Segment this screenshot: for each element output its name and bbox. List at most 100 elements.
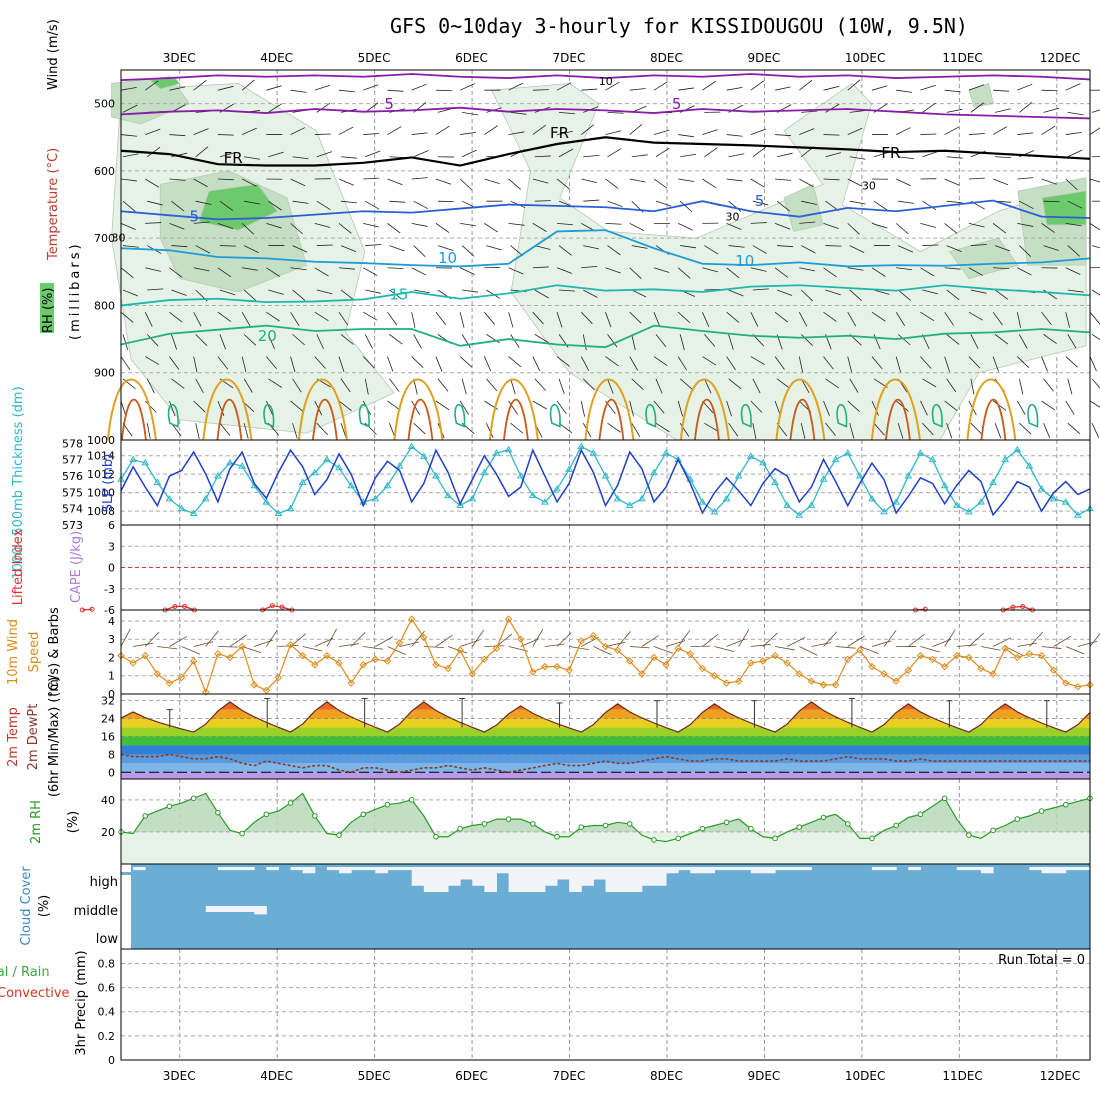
moist-contour-loop [263, 404, 275, 428]
wind-barb [365, 150, 381, 158]
wind-barb [752, 146, 766, 158]
cloud-high-gap [448, 867, 461, 886]
thickness-point [565, 465, 574, 472]
wind-barb [1067, 200, 1083, 209]
wind-barb [243, 289, 257, 301]
lifted-index-point [1010, 604, 1016, 610]
wind10-barb [363, 646, 384, 650]
cloud-high-gap [1077, 867, 1091, 871]
cloud-high-gap [605, 867, 619, 892]
rh-shading-area [783, 183, 824, 232]
wind-barb [556, 400, 567, 415]
wind-barb [486, 378, 498, 392]
wind10-point [831, 681, 840, 689]
wind-barb [267, 334, 275, 350]
contour-label: 5 [189, 207, 199, 225]
wind-barb [629, 123, 643, 135]
wind-barb [145, 178, 160, 188]
thickness-point [698, 498, 707, 505]
wind-barb [243, 378, 253, 393]
thickness-point [686, 475, 695, 482]
cloud-high-gap [569, 867, 582, 892]
wind-barb [629, 356, 639, 371]
wind-barb [217, 311, 232, 322]
thickness-point [1049, 494, 1058, 502]
wind-barb [1065, 131, 1082, 135]
wind-barb [922, 378, 937, 388]
cloud-high-gap [714, 867, 728, 871]
wind-barb [387, 89, 404, 92]
cloud-edge [121, 872, 131, 875]
wind10-point [347, 679, 355, 687]
cloud-high-gap [787, 867, 800, 871]
wind-barb [508, 222, 525, 226]
wind10-point [965, 653, 973, 662]
wind-barb [510, 422, 524, 434]
wind10-point [359, 661, 367, 669]
wind-barb [774, 223, 791, 230]
wind10-point [504, 615, 513, 623]
wind-barb [825, 152, 842, 158]
temp-band [121, 736, 1090, 746]
cloud-high-gap [690, 867, 703, 874]
wind10-barb [1053, 635, 1071, 647]
wind-barb [338, 311, 349, 326]
wind10-point [650, 653, 658, 662]
wind-barb [946, 245, 962, 252]
wind10-barb [544, 643, 565, 647]
wind-barb [193, 128, 209, 135]
wind-barb [680, 245, 697, 249]
wind-barb [825, 422, 836, 436]
lifted-ylabel-group: Lifted Index [11, 528, 26, 605]
wind10-point [601, 642, 610, 651]
moist-contour-loop [358, 404, 370, 428]
thickness-point [504, 445, 513, 453]
wind-barb [340, 245, 357, 252]
wind-barb [801, 334, 813, 346]
wind-barb [314, 267, 329, 277]
wind-barb [1067, 111, 1084, 116]
bottom-date-label: 12DEC [1040, 1069, 1080, 1083]
wind-barb [823, 223, 839, 229]
wind-barb [193, 221, 210, 224]
cloud-high-gap [557, 867, 570, 880]
wind-barb [171, 152, 188, 158]
wind-barb [508, 82, 524, 91]
wind10-barb [229, 634, 247, 647]
pressure-tick-label: 900 [94, 367, 115, 380]
wind-barb [268, 378, 282, 388]
wind-barb [847, 79, 861, 91]
wind-barb [799, 80, 813, 91]
wind-barb [340, 378, 351, 393]
temp-ylabel-3-group: (6hr Min/Max) (°C) [47, 677, 62, 797]
rh-contour-label: 30 [725, 211, 739, 224]
wind-barb [920, 133, 937, 135]
thickness-point [371, 494, 380, 502]
wind-barb [922, 200, 937, 210]
wind10-point [1074, 682, 1082, 691]
wind-barb [217, 223, 234, 229]
wind-barb [459, 312, 465, 328]
wind-barb [171, 200, 185, 212]
cloud-high-gap [726, 867, 740, 871]
cloud-ylabel-group: Cloud Cover [19, 866, 34, 946]
wind-barb [992, 356, 999, 372]
wind-barb [241, 79, 255, 91]
wind-barb [920, 356, 932, 369]
wind10-point [274, 673, 283, 682]
rh-point [578, 824, 585, 830]
wind-barb [363, 311, 378, 321]
temp-line [120, 701, 1091, 733]
wind-barb [702, 312, 710, 327]
thickness-point [553, 485, 561, 492]
wind-barb [411, 267, 427, 276]
rh-point [457, 825, 463, 832]
wind-barb [1065, 83, 1081, 91]
wind10-barb [823, 631, 838, 647]
lifted-index-point [182, 603, 188, 609]
wind10-point [529, 668, 537, 676]
wind-barb [508, 312, 514, 328]
wind-barb [702, 267, 718, 273]
contour-label: FR [550, 124, 569, 142]
pressure-tick-label: 600 [94, 165, 115, 178]
